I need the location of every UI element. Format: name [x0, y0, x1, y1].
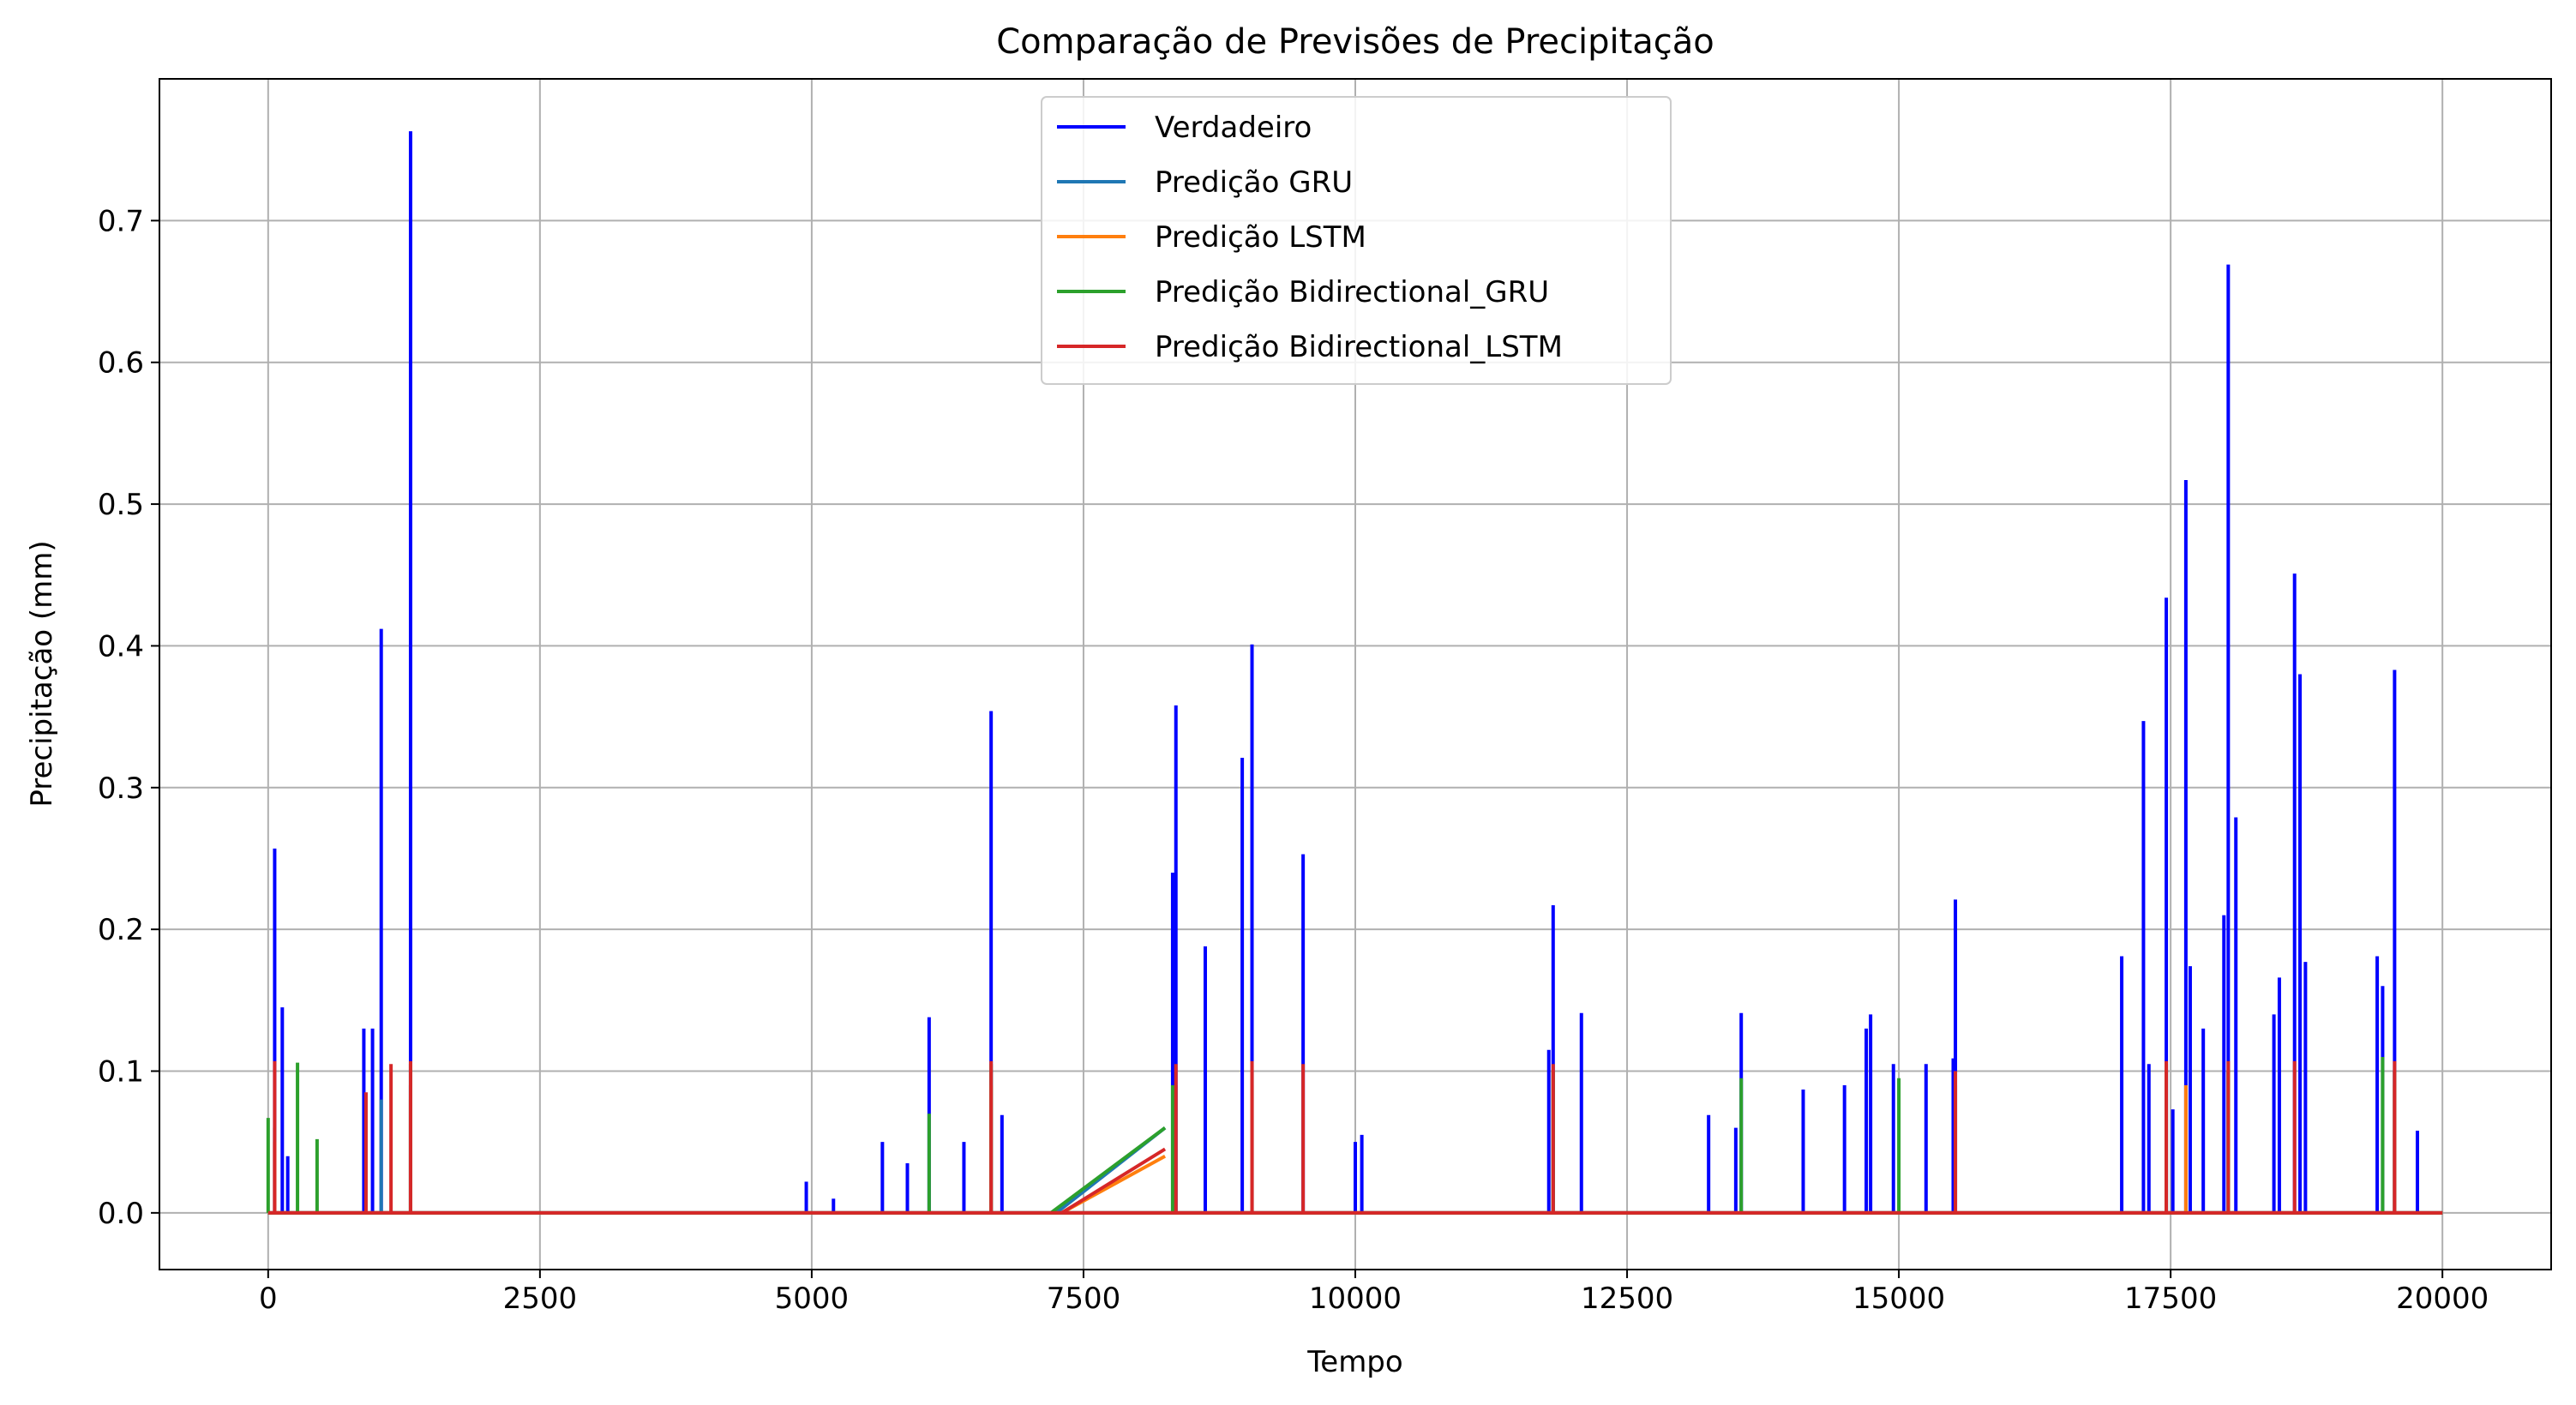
legend-label-lstm: Predição LSTM: [1155, 220, 1366, 255]
x-tick-label: 12500: [1581, 1282, 1673, 1316]
y-axis-ticks: 0.0 0.1 0.2 0.3 0.4 0.5 0.6 0.7: [98, 204, 159, 1231]
x-tick-label: 10000: [1309, 1282, 1402, 1316]
x-tick-label: 17500: [2124, 1282, 2217, 1316]
y-tick-label: 0.1: [98, 1055, 144, 1090]
x-tick-label: 7500: [1047, 1282, 1121, 1316]
y-tick-label: 0.7: [98, 204, 144, 238]
legend-box: [1041, 96, 1672, 385]
series-ramp: [1060, 1147, 1167, 1215]
x-tick-label: 20000: [2396, 1282, 2489, 1316]
series-predicao-bidirectional-lstm: [267, 1060, 2443, 1215]
x-axis-ticks: 0 2500 5000 7500 10000 12500 15000 17500 20000: [259, 1270, 2489, 1316]
y-tick-label: 0.0: [98, 1197, 144, 1231]
chart-title: Comparação de Previsões de Precipitação: [996, 22, 1714, 62]
legend-label-bidirectional-gru: Predição Bidirectional_GRU: [1155, 275, 1549, 309]
legend-label-verdadeiro: Verdadeiro: [1155, 111, 1312, 145]
legend: Verdadeiro Predição GRU Predição LSTM Pr…: [1041, 96, 1672, 385]
y-tick-label: 0.4: [98, 629, 144, 663]
series-layer: [266, 131, 2443, 1215]
x-tick-label: 0: [259, 1282, 278, 1316]
x-tick-label: 5000: [775, 1282, 850, 1316]
legend-label-gru: Predição GRU: [1155, 165, 1353, 200]
y-axis-label: Precipitação (mm): [25, 540, 59, 807]
y-tick-label: 0.6: [98, 346, 144, 381]
series-ramp: [1049, 1126, 1167, 1215]
legend-label-bidirectional-lstm: Predição Bidirectional_LSTM: [1155, 330, 1563, 364]
y-tick-label: 0.3: [98, 772, 144, 806]
x-tick-label: 15000: [1852, 1282, 1945, 1316]
x-tick-label: 2500: [503, 1282, 578, 1316]
y-tick-label: 0.5: [98, 488, 144, 522]
y-tick-label: 0.2: [98, 913, 144, 947]
x-axis-label: Tempo: [1306, 1345, 1402, 1379]
